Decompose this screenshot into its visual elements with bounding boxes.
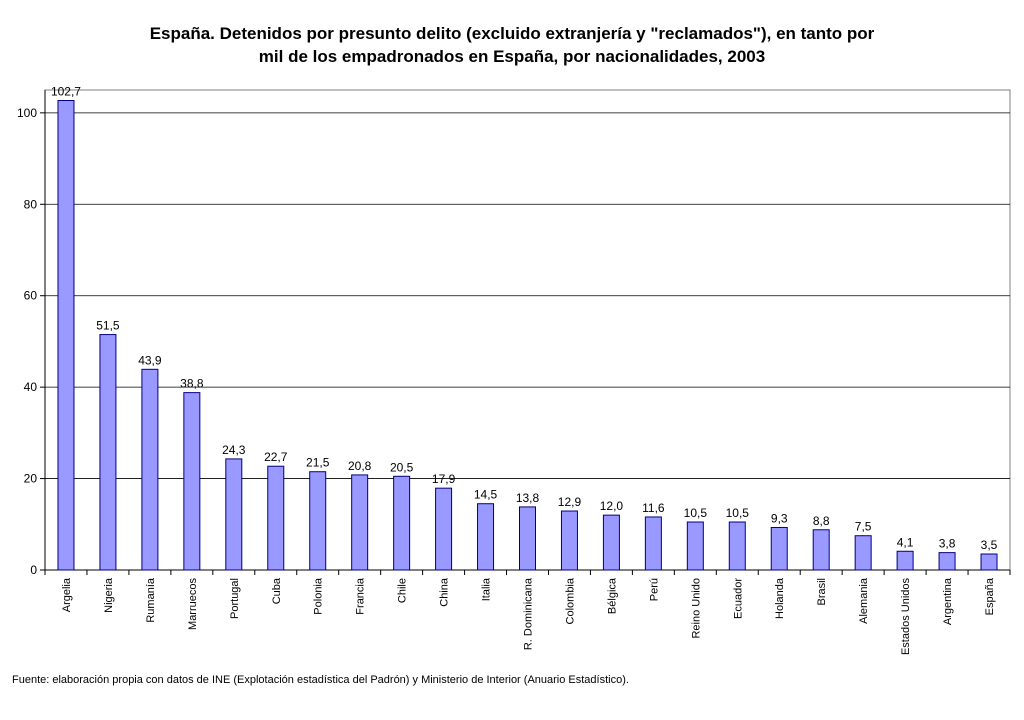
category-label: Polonia (313, 577, 325, 615)
value-label: 43,9 (138, 353, 162, 367)
value-label: 9,3 (771, 511, 788, 525)
bar-Perú (644, 516, 662, 571)
value-label: 3,8 (939, 537, 956, 551)
category-label: China (439, 577, 451, 607)
chart-title: España. Detenidos por presunto delito (e… (0, 22, 1024, 68)
category-label: Holanda (774, 577, 786, 619)
chart-title-line-2: mil de los empadronados en España, por n… (258, 47, 766, 66)
bar-Argelia (57, 100, 75, 571)
value-label: 10,5 (684, 506, 708, 520)
bar-China (435, 487, 453, 571)
category-label: Portugal (229, 578, 241, 619)
bar-Rumanía (141, 368, 159, 571)
value-label: 11,6 (642, 501, 665, 515)
chart-title-line-1: España. Detenidos por presunto delito (e… (149, 24, 875, 43)
bar-Portugal (225, 458, 243, 571)
y-tick-label: 40 (24, 380, 38, 394)
value-label: 20,5 (390, 460, 414, 474)
value-label: 7,5 (855, 520, 872, 534)
y-tick-label: 60 (24, 289, 38, 303)
bar-Polonia (309, 471, 327, 571)
value-label: 13,8 (516, 491, 540, 505)
y-tick-label: 100 (17, 106, 37, 120)
bar-Brasil (812, 529, 830, 571)
category-label: Nigeria (103, 577, 115, 613)
value-label: 17,9 (432, 472, 456, 486)
bar-Francia (351, 474, 369, 571)
category-label: Ecuador (732, 578, 744, 619)
category-label: Reino Unido (690, 578, 702, 639)
plot-area (44, 89, 1011, 571)
value-label: 20,8 (348, 459, 372, 473)
value-label: 14,5 (474, 488, 498, 502)
value-label: 38,8 (180, 377, 204, 391)
value-label: 12,9 (558, 495, 582, 509)
category-label: Rumanía (145, 577, 157, 623)
y-tick-label: 80 (24, 197, 38, 211)
category-label: Argelia (61, 577, 73, 612)
bar-Colombia (560, 510, 578, 571)
value-label: 12,0 (600, 499, 624, 513)
bar-Nigeria (99, 334, 117, 571)
bar-Chile (393, 475, 411, 571)
y-tick-label: 0 (30, 563, 37, 577)
bar-Cuba (267, 465, 285, 571)
category-label: Chile (397, 578, 409, 603)
value-label: 8,8 (813, 514, 830, 528)
category-label: R. Dominicana (523, 577, 535, 650)
bar-Reino Unido (686, 521, 704, 571)
value-label: 21,5 (306, 456, 330, 470)
source-note: Fuente: elaboración propia con datos de … (12, 674, 629, 686)
value-label: 22,7 (264, 450, 288, 464)
category-label: Argentina (942, 577, 954, 625)
category-label: Marruecos (187, 578, 199, 630)
category-label: España (984, 577, 996, 615)
category-label: Alemania (858, 577, 870, 624)
value-label: 51,5 (96, 319, 120, 333)
bar-Bélgica (602, 514, 620, 571)
category-label: Italia (481, 577, 493, 601)
value-label: 4,1 (897, 535, 914, 549)
bar-R. Dominicana (519, 506, 536, 571)
value-label: 3,5 (981, 538, 998, 552)
bar-Ecuador (728, 521, 746, 571)
category-label: Francia (355, 577, 367, 615)
category-label: Colombia (564, 577, 576, 624)
category-label: Perú (648, 578, 660, 601)
y-tick-label: 20 (24, 472, 38, 486)
value-label: 102,7 (51, 85, 81, 99)
category-label: Cuba (271, 577, 283, 604)
value-label: 10,5 (726, 506, 750, 520)
value-label: 24,3 (222, 443, 246, 457)
bar-Holanda (770, 526, 788, 571)
bar-Marruecos (183, 392, 201, 571)
bar-Argentina (938, 552, 956, 571)
category-label: Estados Unidos (900, 578, 912, 656)
bar-Italia (477, 503, 495, 571)
bar-Alemania (854, 535, 872, 571)
category-label: Brasil (816, 578, 828, 606)
category-label: Bélgica (606, 577, 618, 614)
bar-España (980, 553, 998, 571)
bar-Estados Unidos (896, 550, 914, 571)
